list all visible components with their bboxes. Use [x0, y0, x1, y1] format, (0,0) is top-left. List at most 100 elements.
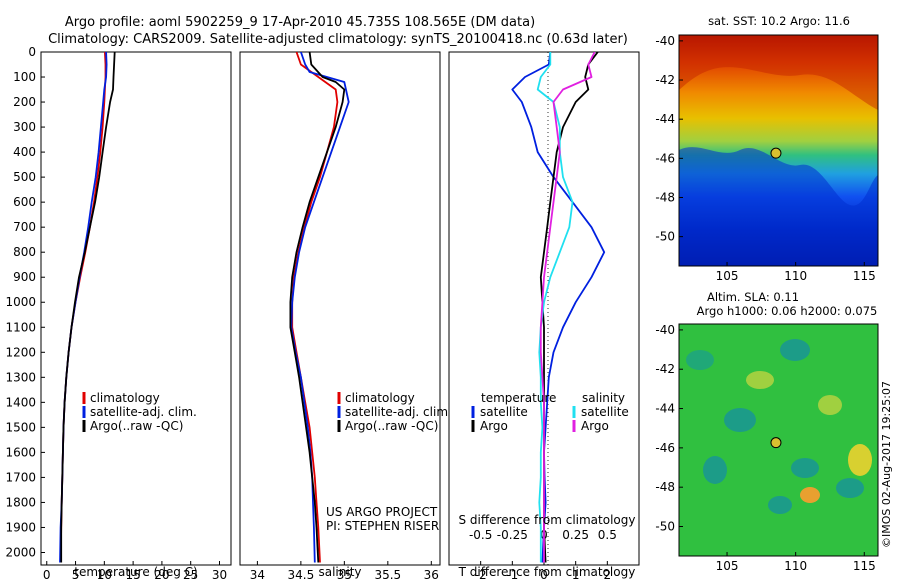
legend-title-temperature: temperature [481, 391, 556, 405]
latitude-tick-label: -48 [655, 190, 675, 204]
sla-eddy [724, 408, 756, 432]
x-tick-label: 35.5 [374, 568, 401, 580]
x-tick-label: 34 [250, 568, 265, 580]
latitude-tick-label: -50 [655, 230, 675, 244]
legend-label-climatology: climatology [345, 391, 415, 405]
x-tick-label: 10 [97, 568, 112, 580]
depth-tick-label: 1700 [5, 470, 36, 484]
x-tick-label: 0 [43, 568, 51, 580]
legend-title-salinity: salinity [582, 391, 625, 405]
header-title-line2: Climatology: CARS2009. Satellite-adjuste… [48, 32, 628, 47]
longitude-tick-label: 110 [784, 269, 807, 283]
depth-tick-label: 1600 [5, 445, 36, 459]
x-tick-label: 0 [540, 568, 548, 580]
salinity-panel: 34 34.5 35 35.5 36 salinity climatology sate… [239, 51, 452, 580]
sst-map-tick-labels: -40 -42 -44 -46 -48 -50 105 110 115 [655, 34, 875, 283]
sla-eddy [791, 458, 819, 478]
difference-legend: temperature satellite Argo salinity sate… [471, 391, 629, 433]
depth-tick-labels: 0 100 200 300 400 500 600 700 800 900 1000 1100 1200… [5, 45, 45, 559]
temperature-legend: climatology satellite-adj. clim. Argo(..… [82, 391, 197, 433]
sla-warm-patch [800, 487, 820, 503]
sla-map-frame [678, 323, 879, 557]
s-diff-tick-label: -0.25 [497, 528, 528, 542]
legend-label-satellite: satellite-adj. clim. [345, 405, 452, 419]
s-difference-axis-label: S difference from climatology [459, 513, 636, 527]
series-line-salinity-argo [539, 52, 596, 563]
latitude-tick-label: -44 [655, 112, 675, 126]
t-difference-tick-labels: -2 -1 0 1 2 [475, 561, 611, 580]
longitude-tick-label: 115 [853, 559, 876, 573]
legend-label-climatology: climatology [90, 391, 160, 405]
latitude-tick-label: -42 [655, 73, 675, 87]
depth-tick-label: 1900 [5, 520, 36, 534]
sla-map-subtitle: Argo h1000: 0.06 h2000: 0.075 [697, 304, 878, 318]
depth-tick-label: 300 [13, 120, 36, 134]
sla-map-title: Altim. SLA: 0.11 [707, 290, 799, 304]
longitude-tick-label: 115 [853, 269, 876, 283]
x-tick-label: 20 [154, 568, 169, 580]
s-diff-tick-label: -0.5 [469, 528, 492, 542]
difference-panel: -2 -1 0 1 2 -0.5 -0.25 0 0.25 0.5 T difference f… [448, 51, 640, 580]
depth-tick-label: 1000 [5, 295, 36, 309]
sla-eddy [780, 339, 810, 361]
legend-label-t-satellite: satellite [480, 405, 528, 419]
latitude-tick-label: -44 [655, 402, 675, 416]
salinity-legend: climatology satellite-adj. clim. Argo(..… [337, 391, 452, 433]
temperature-axis-label: temperature (deg C) [74, 565, 197, 579]
latitude-tick-label: -46 [655, 441, 675, 455]
depth-tick-label: 1500 [5, 420, 36, 434]
depth-tick-label: 1200 [5, 345, 36, 359]
sst-front-shape [679, 147, 878, 266]
depth-tick-label: 1800 [5, 495, 36, 509]
legend-label-s-satellite: satellite [581, 405, 629, 419]
x-tick-label: 15 [125, 568, 140, 580]
x-tick-label: -2 [475, 568, 487, 580]
depth-tick-label: 800 [13, 245, 36, 259]
longitude-tick-label: 105 [716, 269, 739, 283]
latitude-tick-label: -42 [655, 362, 675, 376]
longitude-tick-label: 110 [784, 559, 807, 573]
sst-map-panel: sat. SST: 10.2 Argo: 11.6 -40-42-44-46-4… [655, 14, 879, 283]
sla-eddies [686, 339, 872, 514]
credit-label: ©IMOS 02-Aug-2017 19:25:07 [880, 381, 893, 548]
latitude-tick-label: -48 [655, 480, 675, 494]
sst-map-frame [678, 34, 879, 267]
x-tick-label: 5 [72, 568, 80, 580]
s-diff-tick-label: 0.5 [598, 528, 617, 542]
sla-warm-patch [746, 371, 774, 389]
latitude-tick-label: -40 [655, 34, 675, 48]
sst-map-title: sat. SST: 10.2 Argo: 11.6 [708, 14, 850, 28]
longitude-tick-label: 105 [716, 559, 739, 573]
latitude-tick-label: -40 [655, 323, 675, 337]
x-tick-label: -1 [506, 568, 518, 580]
sla-map-tick-labels: -40 -42 -44 -46 -48 -50 105 110 115 [655, 323, 875, 573]
s-diff-tick-label: 0.25 [562, 528, 589, 542]
salinity-axis-label: salinity [318, 565, 361, 579]
pi-label: PI: STEPHEN RISER [326, 519, 439, 533]
depth-tick-label: 1400 [5, 395, 36, 409]
temperature-plot-frame [40, 51, 232, 566]
depth-tick-label: 500 [13, 170, 36, 184]
latitude-tick-label: -46 [655, 151, 675, 165]
t-difference-axis-label: T difference from climatology [458, 565, 636, 579]
temperature-panel: 0100200300400500600700800900100011001200… [5, 45, 232, 580]
depth-tick-label: 100 [13, 70, 36, 84]
series-line-salinity-satellite [536, 52, 574, 563]
x-tick-label: 1 [572, 568, 580, 580]
legend-label-argo: Argo(..raw -QC) [90, 419, 183, 433]
argo-float-marker [770, 147, 782, 159]
x-tick-label: 30 [212, 568, 227, 580]
depth-tick-label: 700 [13, 220, 36, 234]
header-title-line1: Argo profile: aoml 5902259_9 17-Apr-2010… [65, 15, 535, 30]
sla-eddy [703, 456, 727, 484]
sla-eddy [836, 478, 864, 498]
argo-float-marker [770, 437, 782, 449]
depth-tick-label: 900 [13, 270, 36, 284]
depth-tick-label: 600 [13, 195, 36, 209]
sst-warm-shape [679, 35, 878, 110]
sla-map-panel: Altim. SLA: 0.11 Argo h1000: 0.06 h2000:… [655, 290, 879, 573]
series-line-argo-raw-qc [289, 52, 346, 563]
depth-tick-label: 400 [13, 145, 36, 159]
depth-tick-label: 1300 [5, 370, 36, 384]
